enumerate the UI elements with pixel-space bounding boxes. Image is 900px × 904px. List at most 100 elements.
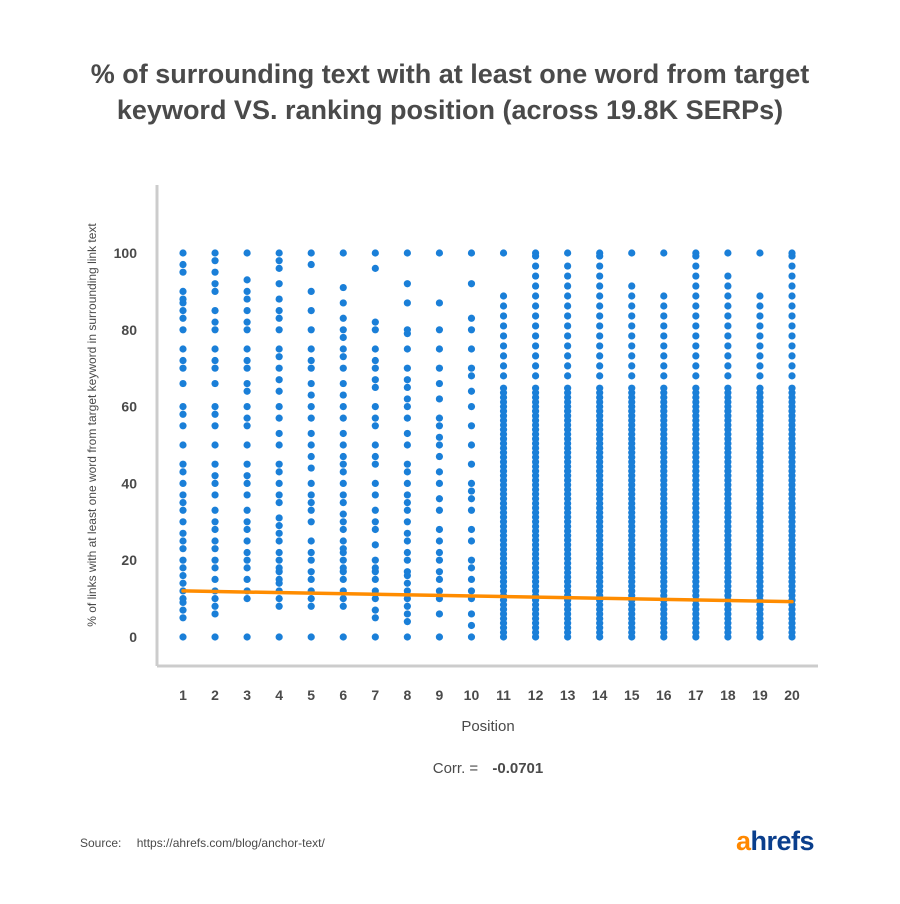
data-point bbox=[179, 545, 187, 553]
data-point bbox=[467, 441, 476, 449]
data-point bbox=[403, 499, 411, 507]
data-point bbox=[596, 332, 604, 340]
data-point bbox=[692, 262, 700, 270]
data-point bbox=[467, 564, 476, 572]
data-point bbox=[307, 499, 315, 507]
data-point bbox=[467, 460, 476, 468]
data-point bbox=[756, 332, 764, 340]
data-point bbox=[275, 326, 283, 334]
data-point bbox=[403, 395, 411, 403]
data-point bbox=[211, 318, 219, 326]
data-point bbox=[435, 249, 444, 257]
chart-title-line2: keyword VS. ranking position (across 19.… bbox=[116, 95, 784, 125]
y-tick-label: 60 bbox=[121, 399, 137, 415]
data-point bbox=[692, 332, 700, 340]
data-point bbox=[275, 499, 283, 507]
data-point bbox=[179, 441, 187, 449]
data-point bbox=[371, 606, 379, 614]
data-point bbox=[788, 302, 796, 310]
x-tick-label: 14 bbox=[592, 687, 608, 703]
data-point bbox=[756, 312, 764, 320]
data-point bbox=[564, 312, 572, 320]
data-point bbox=[211, 364, 219, 372]
data-point bbox=[371, 414, 379, 422]
y-tick-label: 100 bbox=[114, 245, 138, 261]
data-point bbox=[371, 422, 379, 430]
data-point bbox=[275, 529, 283, 537]
data-point bbox=[307, 260, 315, 269]
data-point bbox=[275, 280, 283, 288]
data-point bbox=[403, 326, 411, 334]
x-tick-label: 9 bbox=[436, 687, 444, 703]
data-point bbox=[724, 249, 732, 257]
data-point bbox=[788, 262, 796, 270]
data-point bbox=[564, 282, 572, 290]
data-point bbox=[243, 364, 251, 372]
data-point bbox=[243, 403, 251, 411]
data-point bbox=[467, 280, 476, 288]
data-point bbox=[564, 302, 572, 310]
data-point bbox=[435, 326, 444, 334]
data-point bbox=[564, 272, 572, 280]
data-point bbox=[307, 548, 315, 557]
x-tick-label: 6 bbox=[339, 687, 347, 703]
data-point bbox=[499, 372, 508, 380]
data-point bbox=[403, 537, 411, 545]
data-point bbox=[660, 332, 668, 340]
data-point bbox=[435, 556, 444, 564]
data-point bbox=[179, 379, 187, 388]
data-point bbox=[531, 312, 540, 320]
data-point bbox=[275, 479, 283, 487]
data-point bbox=[660, 322, 668, 330]
data-point bbox=[275, 537, 283, 545]
data-point bbox=[435, 479, 444, 487]
data-point bbox=[692, 362, 700, 370]
data-point bbox=[660, 312, 668, 320]
correlation-readout: Corr. = -0.0701 bbox=[0, 760, 900, 777]
data-point bbox=[467, 506, 476, 514]
data-point bbox=[179, 556, 187, 564]
data-point bbox=[179, 326, 187, 334]
data-point bbox=[756, 362, 764, 370]
data-point bbox=[724, 302, 732, 310]
data-point bbox=[275, 295, 283, 303]
data-point bbox=[275, 633, 283, 641]
data-point bbox=[371, 364, 379, 372]
data-point bbox=[628, 322, 636, 330]
data-point bbox=[435, 525, 444, 534]
data-point bbox=[371, 249, 379, 257]
data-point bbox=[435, 610, 444, 618]
data-point bbox=[179, 345, 187, 353]
data-point bbox=[435, 452, 444, 461]
data-point bbox=[211, 525, 219, 534]
data-point bbox=[275, 595, 283, 603]
data-point bbox=[179, 364, 187, 372]
y-tick-label: 20 bbox=[121, 552, 137, 568]
data-point bbox=[179, 410, 187, 418]
data-point bbox=[211, 472, 219, 480]
data-point bbox=[724, 362, 732, 370]
data-point bbox=[307, 479, 315, 487]
data-point bbox=[403, 299, 411, 307]
data-point bbox=[467, 556, 476, 564]
data-point bbox=[692, 342, 700, 350]
source-link[interactable]: https://ahrefs.com/blog/anchor-text/ bbox=[136, 836, 325, 850]
data-point bbox=[307, 429, 315, 438]
data-point bbox=[243, 537, 251, 545]
data-point bbox=[403, 280, 411, 288]
x-tick-label: 1 bbox=[179, 687, 187, 703]
data-point bbox=[179, 479, 187, 487]
data-point bbox=[211, 356, 219, 365]
data-point bbox=[211, 491, 219, 499]
data-point bbox=[724, 292, 732, 300]
data-point bbox=[339, 537, 347, 545]
data-point bbox=[179, 506, 187, 514]
data-point bbox=[403, 429, 411, 438]
data-point bbox=[179, 268, 187, 276]
data-point bbox=[339, 429, 347, 438]
data-point bbox=[628, 352, 636, 360]
chart-title-line1: % of surrounding text with at least one … bbox=[90, 59, 810, 89]
data-point bbox=[275, 387, 283, 395]
data-point bbox=[275, 345, 283, 353]
data-point bbox=[756, 302, 764, 310]
